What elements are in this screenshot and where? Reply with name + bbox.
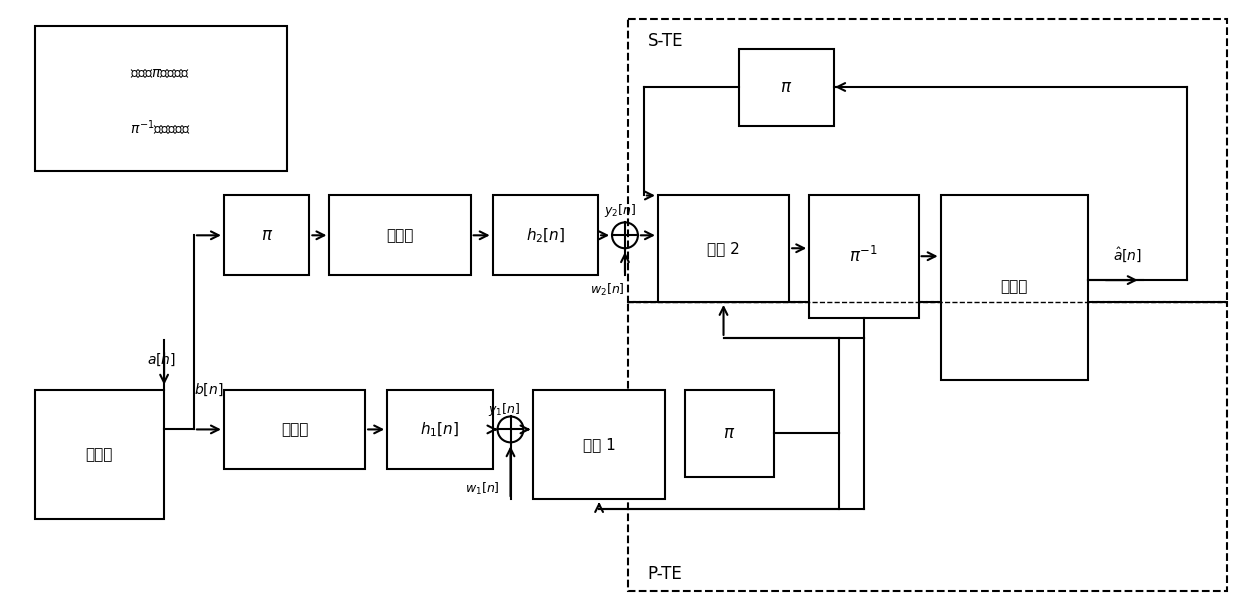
Text: 说明：$\pi$：交织器: 说明：$\pi$：交织器 xyxy=(130,66,190,80)
Text: P-TE: P-TE xyxy=(647,565,683,582)
Text: 均衡 1: 均衡 1 xyxy=(583,437,615,452)
Bar xyxy=(627,302,1228,591)
Text: $\pi$: $\pi$ xyxy=(723,424,735,443)
Bar xyxy=(223,196,310,275)
Text: $w_2[n]$: $w_2[n]$ xyxy=(590,282,625,298)
Text: $\pi$: $\pi$ xyxy=(780,78,792,96)
Text: 预编码: 预编码 xyxy=(387,228,414,243)
Bar xyxy=(739,49,835,126)
Bar xyxy=(810,196,919,318)
Bar xyxy=(627,19,1228,302)
Text: 编码器: 编码器 xyxy=(86,447,113,462)
Text: $y_1[n]$: $y_1[n]$ xyxy=(487,401,520,418)
Bar xyxy=(492,196,598,275)
Bar xyxy=(684,390,774,477)
Text: $\pi$: $\pi$ xyxy=(260,226,273,244)
Text: S-TE: S-TE xyxy=(647,32,683,50)
Bar xyxy=(35,26,286,171)
Bar xyxy=(35,390,164,519)
Text: $\pi^{-1}$：解交织器: $\pi^{-1}$：解交织器 xyxy=(130,119,191,139)
Text: $h_1[n]$: $h_1[n]$ xyxy=(420,420,460,438)
Text: $\hat{a}[n]$: $\hat{a}[n]$ xyxy=(1112,246,1142,264)
Text: $b[n]$: $b[n]$ xyxy=(193,381,223,398)
Text: 均衡 2: 均衡 2 xyxy=(707,241,740,256)
Bar xyxy=(387,390,492,469)
Text: 译码器: 译码器 xyxy=(1001,280,1028,295)
Text: $h_2[n]$: $h_2[n]$ xyxy=(526,226,565,244)
Bar xyxy=(940,196,1087,379)
Bar xyxy=(658,196,789,302)
Text: $\pi^{-1}$: $\pi^{-1}$ xyxy=(849,246,878,266)
Text: 预编码: 预编码 xyxy=(280,422,309,437)
Text: $a[n]$: $a[n]$ xyxy=(148,351,176,368)
Bar xyxy=(223,390,365,469)
Bar xyxy=(330,196,471,275)
Text: $w_1[n]$: $w_1[n]$ xyxy=(465,481,500,497)
Bar xyxy=(533,390,665,499)
Text: $y_2[n]$: $y_2[n]$ xyxy=(604,202,636,219)
